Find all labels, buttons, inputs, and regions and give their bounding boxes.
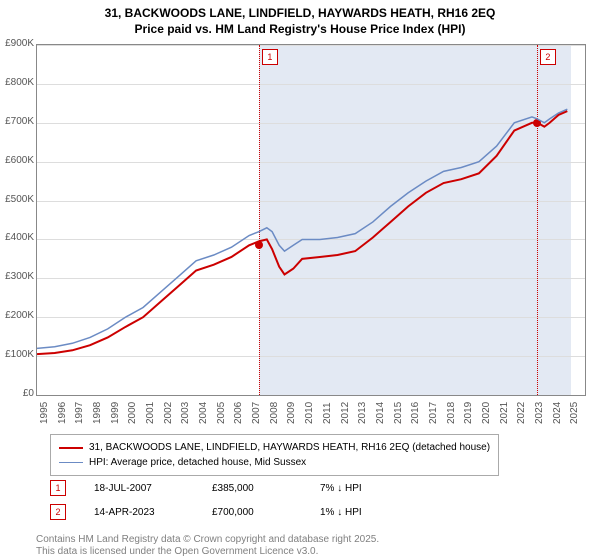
- x-axis-label: 1997: [74, 402, 85, 424]
- x-axis-label: 2022: [516, 402, 527, 424]
- y-axis-label: £300K: [0, 271, 34, 282]
- sale-price-1: £385,000: [212, 483, 292, 494]
- legend-swatch-price: [59, 447, 83, 449]
- x-axis-label: 2020: [481, 402, 492, 424]
- x-axis-label: 2010: [304, 402, 315, 424]
- series-price_paid: [37, 111, 567, 354]
- x-axis-label: 1995: [39, 402, 50, 424]
- x-axis-label: 2002: [163, 402, 174, 424]
- sale-delta-1: 7% ↓ HPI: [320, 483, 362, 494]
- x-axis-label: 2021: [499, 402, 510, 424]
- x-axis-label: 2019: [463, 402, 474, 424]
- x-axis-label: 2017: [428, 402, 439, 424]
- x-axis-label: 2015: [393, 402, 404, 424]
- x-axis-label: 2001: [145, 402, 156, 424]
- legend-label-hpi: HPI: Average price, detached house, Mid …: [89, 455, 306, 470]
- sale-price-2: £700,000: [212, 507, 292, 518]
- legend-box: 31, BACKWOODS LANE, LINDFIELD, HAYWARDS …: [50, 434, 499, 476]
- y-axis-label: £700K: [0, 116, 34, 127]
- x-axis-label: 2023: [534, 402, 545, 424]
- x-axis-label: 2025: [569, 402, 580, 424]
- x-axis-label: 2012: [340, 402, 351, 424]
- sale-delta-2: 1% ↓ HPI: [320, 507, 362, 518]
- y-axis-label: £800K: [0, 77, 34, 88]
- series-hpi: [37, 109, 567, 348]
- chart-plot-area: 12: [36, 44, 586, 396]
- y-axis-label: £900K: [0, 38, 34, 49]
- legend-row-price: 31, BACKWOODS LANE, LINDFIELD, HAYWARDS …: [59, 440, 490, 455]
- x-axis-label: 2006: [233, 402, 244, 424]
- sale-marker-1: 1: [50, 480, 66, 496]
- license-line2: This data is licensed under the Open Gov…: [36, 546, 318, 557]
- y-axis-label: £200K: [0, 310, 34, 321]
- sale-date-2: 14-APR-2023: [94, 507, 184, 518]
- chart-title: 31, BACKWOODS LANE, LINDFIELD, HAYWARDS …: [0, 0, 600, 37]
- title-line1: 31, BACKWOODS LANE, LINDFIELD, HAYWARDS …: [105, 6, 496, 20]
- legend-swatch-hpi: [59, 462, 83, 464]
- x-axis-label: 1999: [110, 402, 121, 424]
- y-axis-label: £600K: [0, 155, 34, 166]
- legend-row-hpi: HPI: Average price, detached house, Mid …: [59, 455, 490, 470]
- x-axis-label: 2008: [269, 402, 280, 424]
- y-axis-label: £0: [0, 388, 34, 399]
- x-axis-label: 2005: [216, 402, 227, 424]
- chart-svg: [37, 45, 585, 395]
- title-line2: Price paid vs. HM Land Registry's House …: [135, 22, 466, 36]
- y-axis-label: £400K: [0, 232, 34, 243]
- legend-label-price: 31, BACKWOODS LANE, LINDFIELD, HAYWARDS …: [89, 440, 490, 455]
- x-axis-label: 2018: [446, 402, 457, 424]
- sale-row-1: 1 18-JUL-2007 £385,000 7% ↓ HPI: [50, 480, 362, 496]
- x-axis-label: 2009: [286, 402, 297, 424]
- x-axis-label: 1996: [57, 402, 68, 424]
- x-axis-label: 2013: [357, 402, 368, 424]
- x-axis-label: 2011: [322, 402, 333, 424]
- x-axis-label: 2000: [127, 402, 138, 424]
- x-axis-label: 2016: [410, 402, 421, 424]
- license-text: Contains HM Land Registry data © Crown c…: [36, 534, 379, 558]
- sale-date-1: 18-JUL-2007: [94, 483, 184, 494]
- x-axis-label: 2014: [375, 402, 386, 424]
- x-axis-label: 2007: [251, 402, 262, 424]
- x-axis-label: 2004: [198, 402, 209, 424]
- x-axis-label: 1998: [92, 402, 103, 424]
- x-axis-label: 2024: [552, 402, 563, 424]
- chart-container: 31, BACKWOODS LANE, LINDFIELD, HAYWARDS …: [0, 0, 600, 560]
- y-axis-label: £100K: [0, 349, 34, 360]
- sale-marker-2: 2: [50, 504, 66, 520]
- license-line1: Contains HM Land Registry data © Crown c…: [36, 534, 379, 545]
- sale-row-2: 2 14-APR-2023 £700,000 1% ↓ HPI: [50, 504, 362, 520]
- x-axis-label: 2003: [180, 402, 191, 424]
- y-axis-label: £500K: [0, 194, 34, 205]
